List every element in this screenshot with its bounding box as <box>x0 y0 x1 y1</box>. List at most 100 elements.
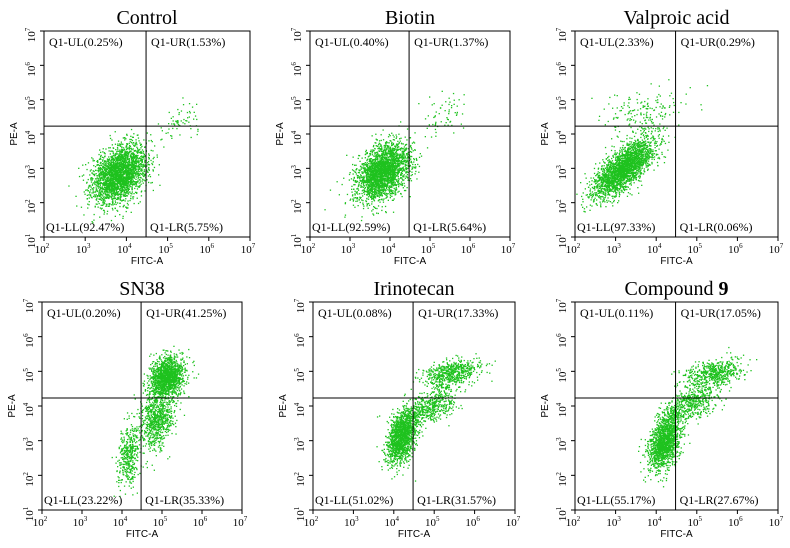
data-point <box>120 186 122 188</box>
data-point <box>134 173 136 175</box>
data-point <box>131 136 134 138</box>
data-point <box>377 176 380 178</box>
data-point <box>369 191 371 193</box>
data-point <box>383 187 385 189</box>
data-point <box>131 191 133 193</box>
data-point <box>124 161 126 163</box>
data-point <box>114 200 116 202</box>
data-point <box>118 160 120 162</box>
data-point <box>113 158 115 160</box>
data-point <box>104 160 106 162</box>
data-point <box>126 183 128 185</box>
data-point <box>141 170 143 172</box>
data-point <box>99 180 101 182</box>
data-point <box>367 174 369 176</box>
data-point <box>371 164 373 166</box>
data-point <box>147 175 150 177</box>
data-point <box>411 155 413 158</box>
data-point <box>139 181 142 183</box>
data-point <box>119 202 121 204</box>
data-point <box>381 153 384 155</box>
data-point <box>380 144 382 146</box>
data-point <box>105 164 107 166</box>
data-point <box>386 159 388 161</box>
data-point <box>112 193 115 195</box>
data-point <box>112 185 114 188</box>
data-point <box>125 159 127 161</box>
data-point <box>114 165 116 167</box>
data-point <box>383 188 385 190</box>
data-point <box>98 198 100 200</box>
data-point <box>112 192 114 194</box>
data-point <box>103 166 105 168</box>
data-point <box>390 167 392 169</box>
panel-title: Biotin <box>385 7 435 29</box>
data-point <box>381 181 384 184</box>
data-point <box>366 165 369 167</box>
data-point <box>391 158 393 161</box>
data-point <box>113 190 115 192</box>
data-point <box>390 171 392 173</box>
data-point <box>358 154 360 157</box>
data-point <box>103 179 105 181</box>
data-point <box>122 184 124 186</box>
data-point <box>374 193 376 195</box>
data-point <box>379 166 381 168</box>
data-point <box>391 151 393 154</box>
data-point <box>110 193 113 195</box>
data-point <box>366 172 369 174</box>
data-point <box>152 161 154 163</box>
data-point <box>403 176 405 178</box>
data-point <box>124 194 126 196</box>
data-point <box>389 189 391 191</box>
data-point <box>388 168 390 170</box>
data-point <box>177 121 179 123</box>
data-point <box>119 195 121 197</box>
data-point <box>92 170 94 172</box>
data-point <box>132 136 134 138</box>
data-point <box>123 172 125 174</box>
data-point <box>146 171 148 173</box>
data-point <box>362 163 364 166</box>
data-point <box>101 177 103 180</box>
data-point <box>356 192 358 194</box>
data-point <box>373 159 375 161</box>
data-point <box>127 181 130 183</box>
data-point <box>378 196 381 198</box>
data-point <box>134 175 136 177</box>
data-point <box>359 169 361 171</box>
data-point <box>392 163 394 165</box>
data-point <box>123 186 125 189</box>
data-point <box>133 202 135 205</box>
data-point <box>135 192 138 194</box>
data-point <box>387 136 390 138</box>
data-point <box>380 157 382 160</box>
data-point <box>393 170 395 173</box>
data-point <box>110 182 112 184</box>
data-point <box>132 152 134 154</box>
data-point <box>113 179 115 181</box>
data-point <box>367 192 369 194</box>
data-point <box>88 204 90 206</box>
data-point <box>141 156 143 158</box>
data-point <box>406 160 409 162</box>
data-point <box>378 144 380 146</box>
data-point <box>380 134 382 136</box>
data-point <box>105 164 107 167</box>
data-point <box>100 186 102 188</box>
data-point <box>129 172 131 174</box>
data-point <box>388 156 390 158</box>
data-point <box>379 189 381 191</box>
data-point <box>116 172 118 174</box>
data-point <box>109 165 111 167</box>
data-point <box>379 175 381 177</box>
data-point <box>143 179 145 181</box>
data-point <box>396 152 398 154</box>
data-point <box>122 181 124 183</box>
data-point <box>117 148 119 150</box>
data-point <box>380 176 382 178</box>
data-point <box>93 160 95 162</box>
data-point <box>407 164 409 166</box>
data-point <box>103 191 106 193</box>
data-point <box>115 171 118 174</box>
